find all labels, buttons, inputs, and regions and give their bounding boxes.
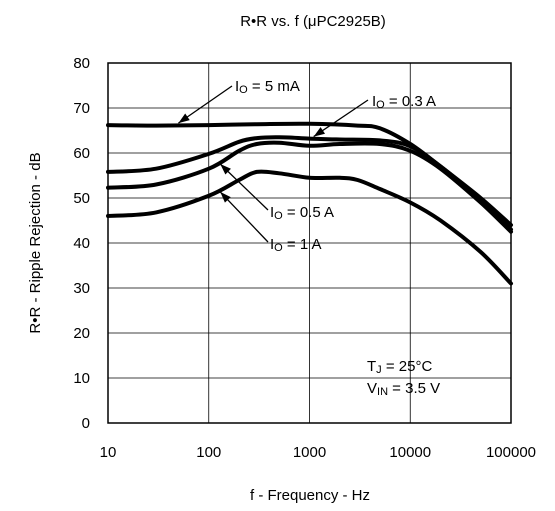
arrow-io-5ma-head (178, 113, 190, 124)
annotation-arrows (178, 85, 369, 243)
arrow-io-0-5a (219, 163, 269, 211)
x-tick-label: 100000 (486, 444, 536, 461)
x-tick-label: 10000 (389, 444, 431, 461)
arrow-io-0-3a-head (313, 127, 326, 137)
series-lines (106, 121, 513, 286)
x-axis-label: f - Frequency - Hz (250, 487, 370, 504)
x-tick-labels: 10 100 1000 10000 100000 (100, 444, 536, 461)
y-tick-label: 40 (73, 235, 90, 252)
label-io-0-3a: IO = 0.3 A (372, 93, 436, 111)
chart-title: R•R vs. f (μPC2925B) (240, 13, 386, 30)
y-tick-label: 30 (73, 280, 90, 297)
series-line-3 (106, 140, 513, 234)
label-io-0-5a: IO = 0.5 A (270, 204, 334, 222)
y-tick-label: 80 (73, 55, 90, 72)
y-tick-label: 70 (73, 100, 90, 117)
x-tick-label: 1000 (293, 444, 326, 461)
arrow-io-1a-head (220, 191, 231, 203)
y-tick-label: 10 (73, 370, 90, 387)
plot-frame (107, 62, 512, 424)
condition-vin: VIN = 3.5 V (367, 380, 440, 398)
y-tick-label: 20 (73, 325, 90, 342)
arrow-io-1a (219, 191, 269, 243)
x-tick-label: 100 (196, 444, 221, 461)
label-io-1a: IO = 1 A (270, 236, 322, 254)
arrow-io-0-5a-head (220, 164, 231, 175)
y-tick-label: 50 (73, 190, 90, 207)
x-tick-label: 10 (100, 444, 117, 461)
y-tick-label: 60 (73, 145, 90, 162)
series-line-4 (106, 169, 513, 286)
label-io-5ma: IO = 5 mA (235, 78, 300, 96)
y-tick-label: 0 (82, 415, 90, 432)
condition-tj: TJ = 25°C (367, 358, 432, 376)
y-tick-labels: 0 10 20 30 40 50 60 70 80 (73, 55, 90, 432)
y-axis-label: R•R - Ripple Rejection - dB (27, 152, 44, 333)
